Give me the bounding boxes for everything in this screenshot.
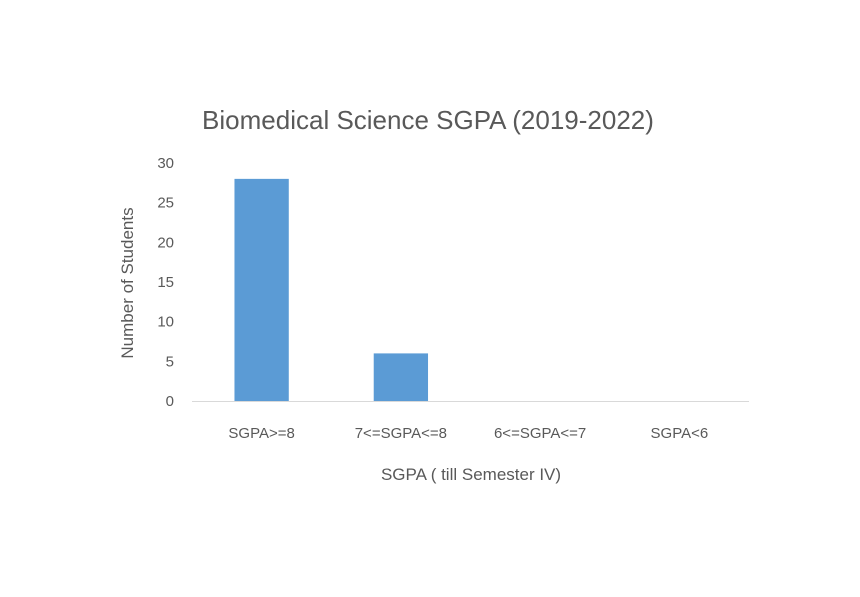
y-tick-label: 0 (166, 393, 174, 410)
chart-title: Biomedical Science SGPA (2019-2022) (202, 105, 654, 135)
y-tick-label: 15 (157, 274, 174, 291)
bar (234, 178, 289, 401)
y-tick-label: 5 (166, 353, 174, 370)
x-tick-label: SGPA<6 (651, 425, 709, 442)
bars (234, 178, 429, 401)
x-tick-label: 6<=SGPA<=7 (494, 425, 586, 442)
x-tick-label: SGPA>=8 (228, 425, 294, 442)
y-tick-labels: 0 5 10 15 20 25 30 (157, 155, 174, 410)
y-tick-label: 10 (157, 314, 174, 331)
y-axis-label: Number of Students (118, 207, 137, 358)
x-tick-label: 7<=SGPA<=8 (355, 425, 447, 442)
y-tick-label: 20 (157, 234, 174, 251)
bar (373, 353, 429, 401)
y-tick-label: 30 (157, 155, 174, 172)
x-axis-label: SGPA ( till Semester IV) (381, 465, 561, 484)
y-tick-label: 25 (157, 195, 174, 212)
x-tick-labels: SGPA>=8 7<=SGPA<=8 6<=SGPA<=7 SGPA<6 (228, 425, 708, 442)
